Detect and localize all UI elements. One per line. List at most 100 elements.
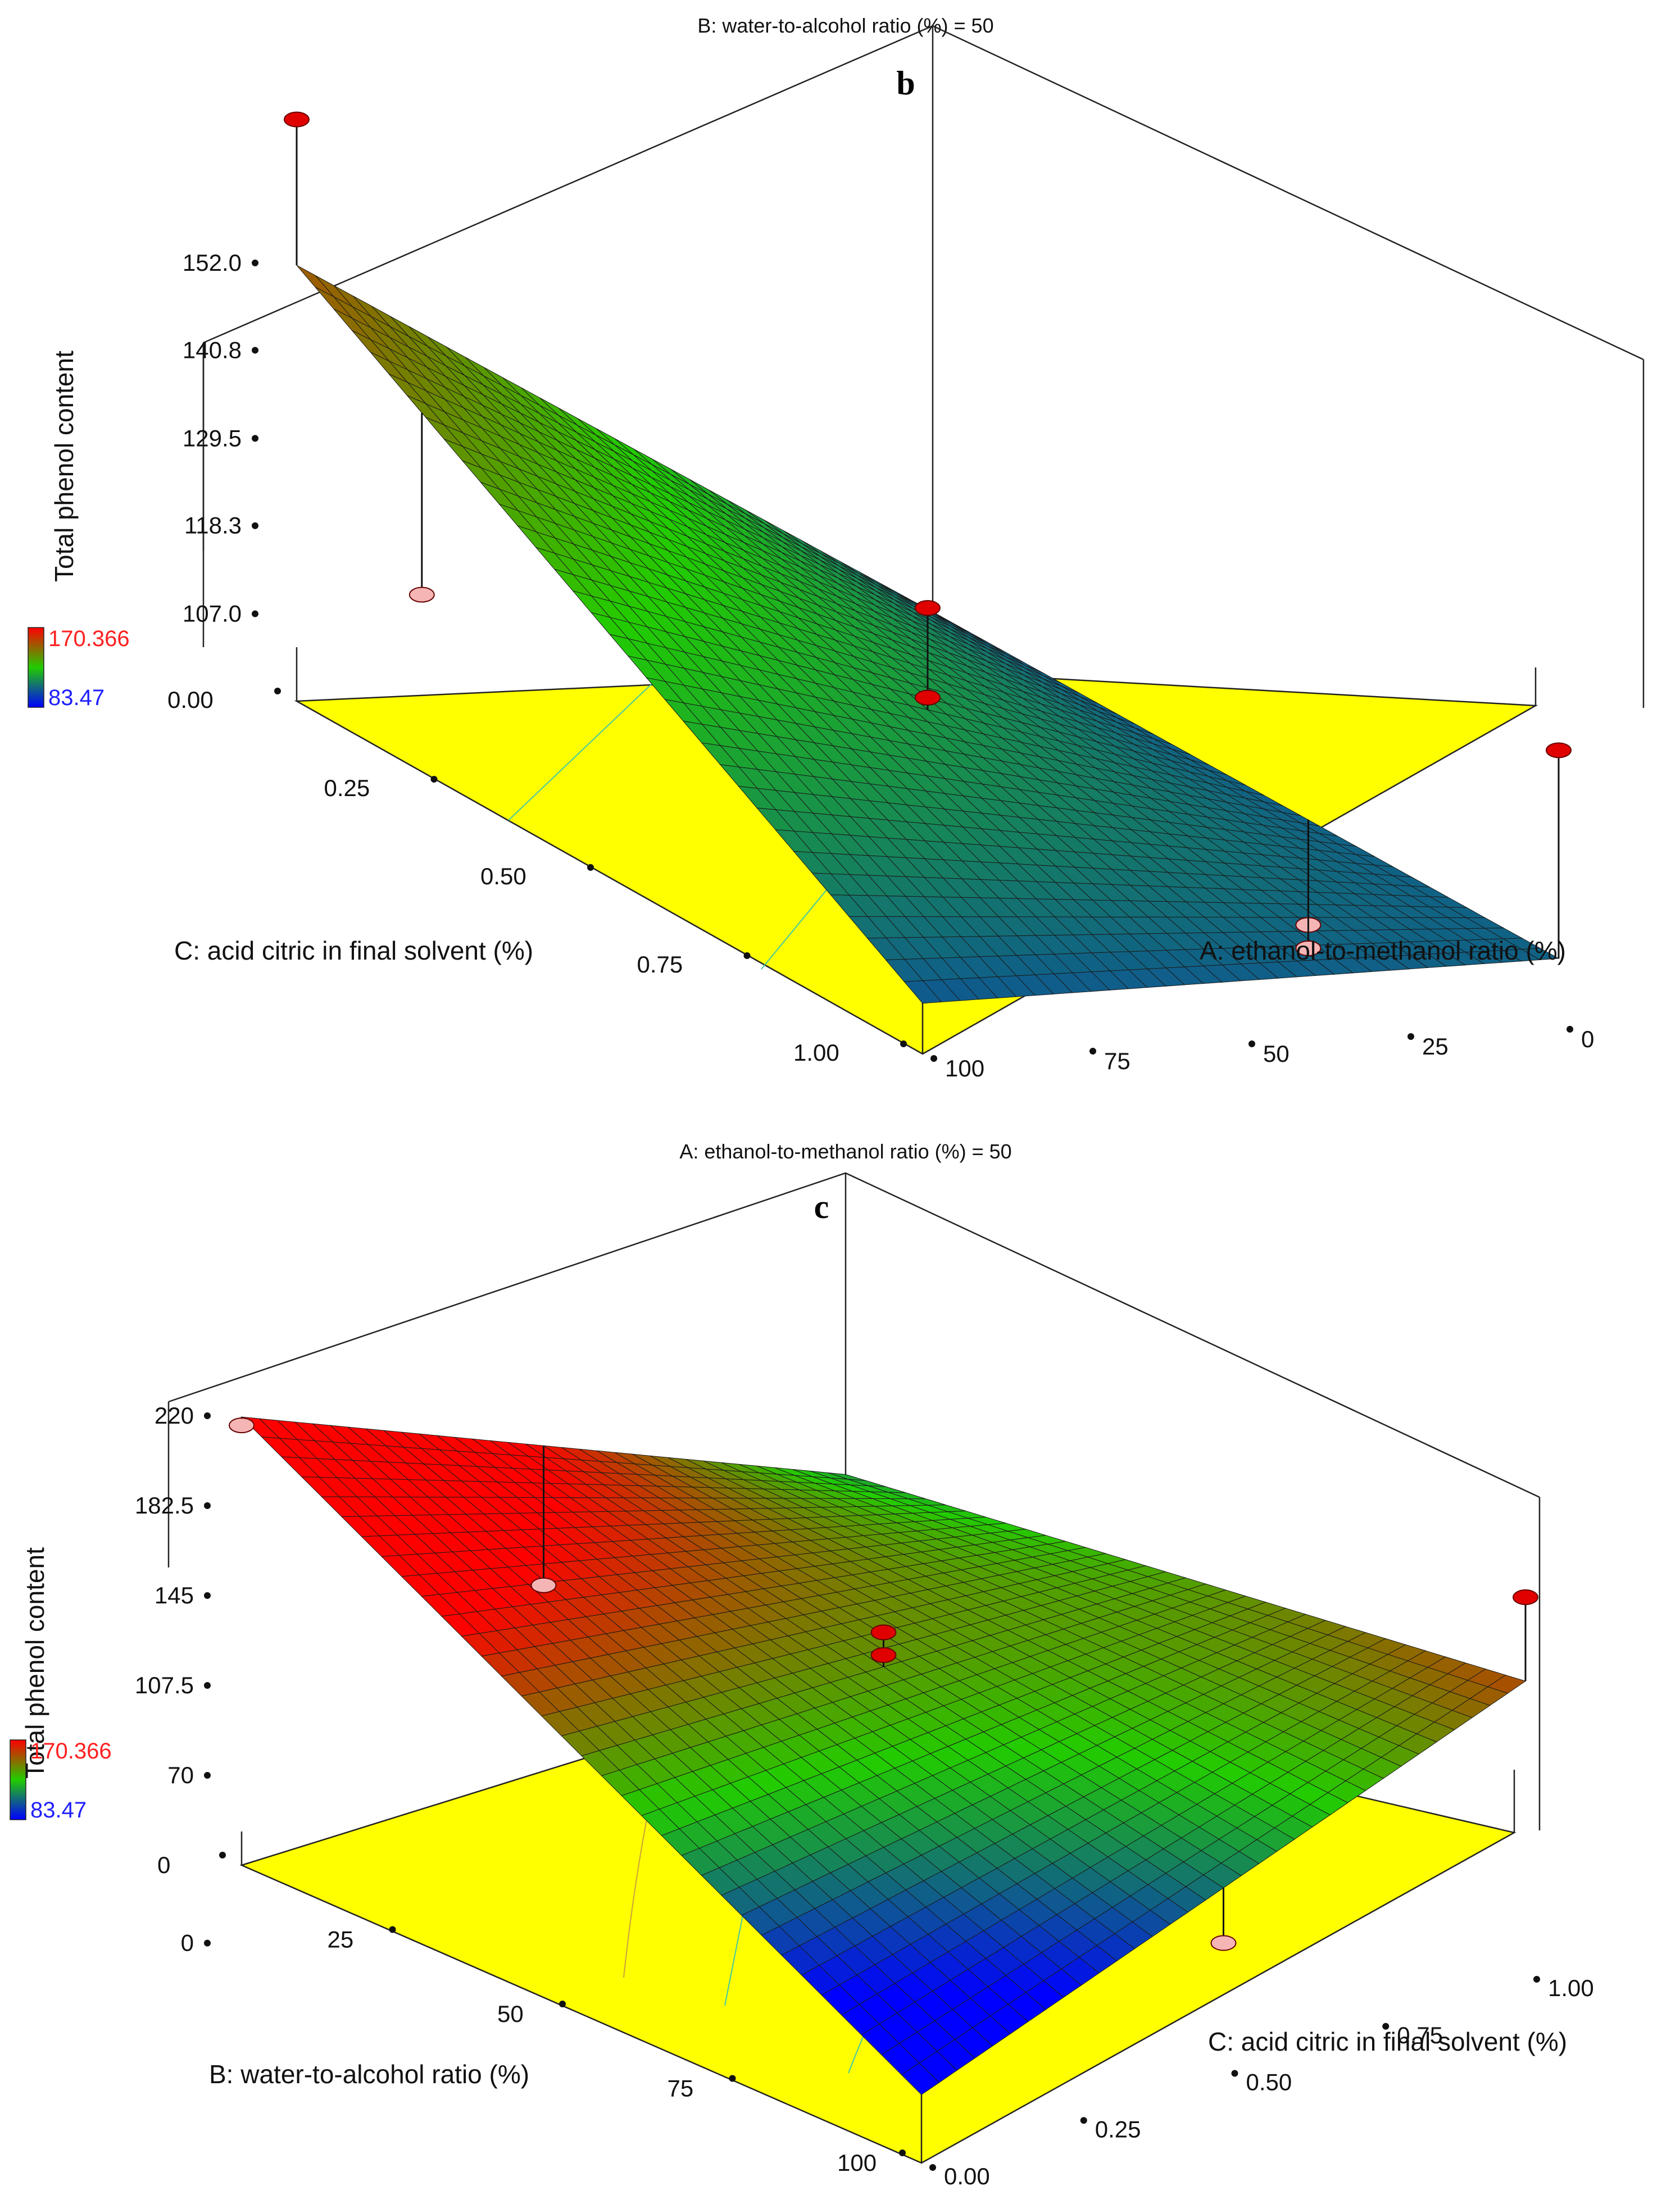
legend-colorbar [28, 627, 44, 708]
z-tick-mark [252, 610, 258, 617]
design-point [530, 1577, 557, 1593]
response-surface [240, 1416, 1527, 2096]
surface-cell [296, 265, 334, 297]
design-point [408, 587, 435, 603]
panel-letter: c [814, 1188, 829, 1225]
y-tick-label: 0.50 [1246, 2069, 1292, 2096]
legend-min: 83.47 [48, 685, 105, 710]
chart-title: A: ethanol-to-methanol ratio (%) = 50 [679, 1140, 1011, 1163]
x-tick-label: 0.00 [167, 687, 214, 713]
x-tick-label: 100 [837, 2149, 877, 2176]
x-tick-mark [743, 952, 751, 959]
x-tick-mark [729, 2075, 736, 2082]
design-point [870, 1647, 897, 1664]
response-surface [296, 265, 1560, 1004]
x-tick-mark [274, 688, 281, 694]
z-tick-mark [204, 1772, 211, 1779]
y-tick-label: 0.25 [1095, 2116, 1141, 2142]
chart-title: B: water-to-alcohol ratio (%) = 50 [697, 14, 993, 37]
color-legend: 170.366 83.47 [10, 1739, 112, 1823]
x-axis-label: B: water-to-alcohol ratio (%) [209, 2060, 529, 2089]
z-tick-label: 145 [155, 1582, 194, 1608]
x-tick-label: 0 [157, 1852, 170, 1878]
chart-panel-b: B: water-to-alcohol ratio (%) = 50 b 107… [28, 14, 1645, 1081]
z-tick-label: 129.5 [183, 425, 242, 451]
color-legend: 170.366 83.47 [28, 626, 130, 710]
legend-min: 83.47 [30, 1798, 87, 1823]
z-tick-mark [252, 435, 258, 442]
design-points [284, 111, 1572, 959]
legend-colorbar [10, 1739, 26, 1820]
x-tick-mark [389, 1926, 396, 1933]
z-tick-mark [204, 1939, 211, 1947]
z-axis: 107.0 118.3 129.5 140.8 152.0 [183, 249, 258, 627]
x-tick-mark [900, 1040, 907, 1047]
x-tick-mark [899, 2149, 906, 2156]
z-axis-label: Total phenol content [49, 351, 79, 582]
y-tick-mark [1080, 2117, 1087, 2124]
y-tick-mark [1248, 1040, 1255, 1047]
y-tick-label: 25 [1422, 1033, 1449, 1060]
y-tick-mark [1382, 2023, 1390, 2030]
x-tick-label: 25 [328, 1926, 354, 1953]
z-tick-label: 220 [155, 1402, 194, 1429]
x-axis: 0.00 0.25 0.50 0.75 1.00 [167, 687, 907, 1066]
x-tick-label: 0.50 [480, 863, 526, 889]
y-tick-mark [1231, 2070, 1238, 2077]
design-point [915, 689, 941, 706]
x-tick-label: 0.25 [324, 775, 370, 801]
y-tick-label: 1.00 [1548, 1975, 1594, 2001]
panel-letter: b [896, 65, 915, 102]
y-tick-mark [1567, 1026, 1573, 1033]
z-tick-label: 118.3 [184, 512, 242, 539]
legend-max: 170.366 [30, 1739, 112, 1764]
box-back-frame [202, 25, 1645, 708]
design-point [1546, 742, 1572, 758]
y-tick-mark [930, 1055, 937, 1062]
y-tick-mark [1533, 1976, 1540, 1983]
y-tick-mark [1089, 1048, 1096, 1055]
x-tick-mark [587, 864, 594, 871]
x-axis-label: C: acid citric in final solvent (%) [174, 936, 533, 965]
z-tick-mark [204, 1592, 211, 1599]
y-axis-label: C: acid citric in final solvent (%) [1208, 2027, 1567, 2056]
y-axis: 0.00 0.25 0.50 0.75 1.00 [929, 1975, 1594, 2186]
z-tick-mark [252, 260, 258, 266]
y-tick-mark [929, 2164, 936, 2171]
chart-panel-c: A: ethanol-to-methanol ratio (%) = 50 c … [10, 1140, 1594, 2186]
design-point [284, 111, 310, 128]
z-tick-label: 152.0 [183, 249, 242, 276]
z-tick-label: 107.0 [183, 601, 242, 627]
design-points [229, 1417, 1538, 1951]
z-tick-mark [204, 1682, 211, 1689]
z-tick-mark [204, 1412, 211, 1419]
z-tick-mark [252, 522, 258, 529]
design-point [915, 600, 941, 616]
y-tick-label: 0.75 [1397, 2022, 1443, 2048]
z-tick-label: 107.5 [135, 1672, 194, 1698]
z-axis: 0 70 107.5 145 182.5 220 [135, 1402, 211, 1956]
x-tick-mark [559, 2001, 566, 2007]
legend-max: 170.366 [48, 626, 130, 651]
y-tick-label: 0.00 [944, 2163, 990, 2186]
z-tick-label: 182.5 [135, 1492, 194, 1519]
x-tick-label: 50 [497, 2001, 524, 2027]
x-tick-mark [219, 1852, 226, 1858]
design-point [870, 1624, 897, 1640]
y-axis-label: A: ethanol-to-methanol ratio (%) [1200, 936, 1566, 965]
z-tick-label: 140.8 [183, 337, 242, 363]
design-point [229, 1417, 255, 1434]
y-axis: 100 75 50 25 0 [930, 1026, 1594, 1081]
design-point [1295, 940, 1322, 956]
x-tick-label: 0.75 [637, 951, 683, 978]
y-tick-label: 100 [945, 1055, 984, 1081]
x-tick-label: 1.00 [793, 1039, 839, 1066]
y-tick-mark [1407, 1033, 1414, 1040]
y-tick-label: 50 [1263, 1040, 1289, 1067]
x-tick-label: 75 [668, 2075, 694, 2102]
x-tick-mark [430, 776, 438, 783]
z-tick-label: 0 [181, 1930, 194, 1956]
x-axis: 0 25 50 75 100 [157, 1852, 906, 2176]
design-point [1513, 1589, 1538, 1605]
